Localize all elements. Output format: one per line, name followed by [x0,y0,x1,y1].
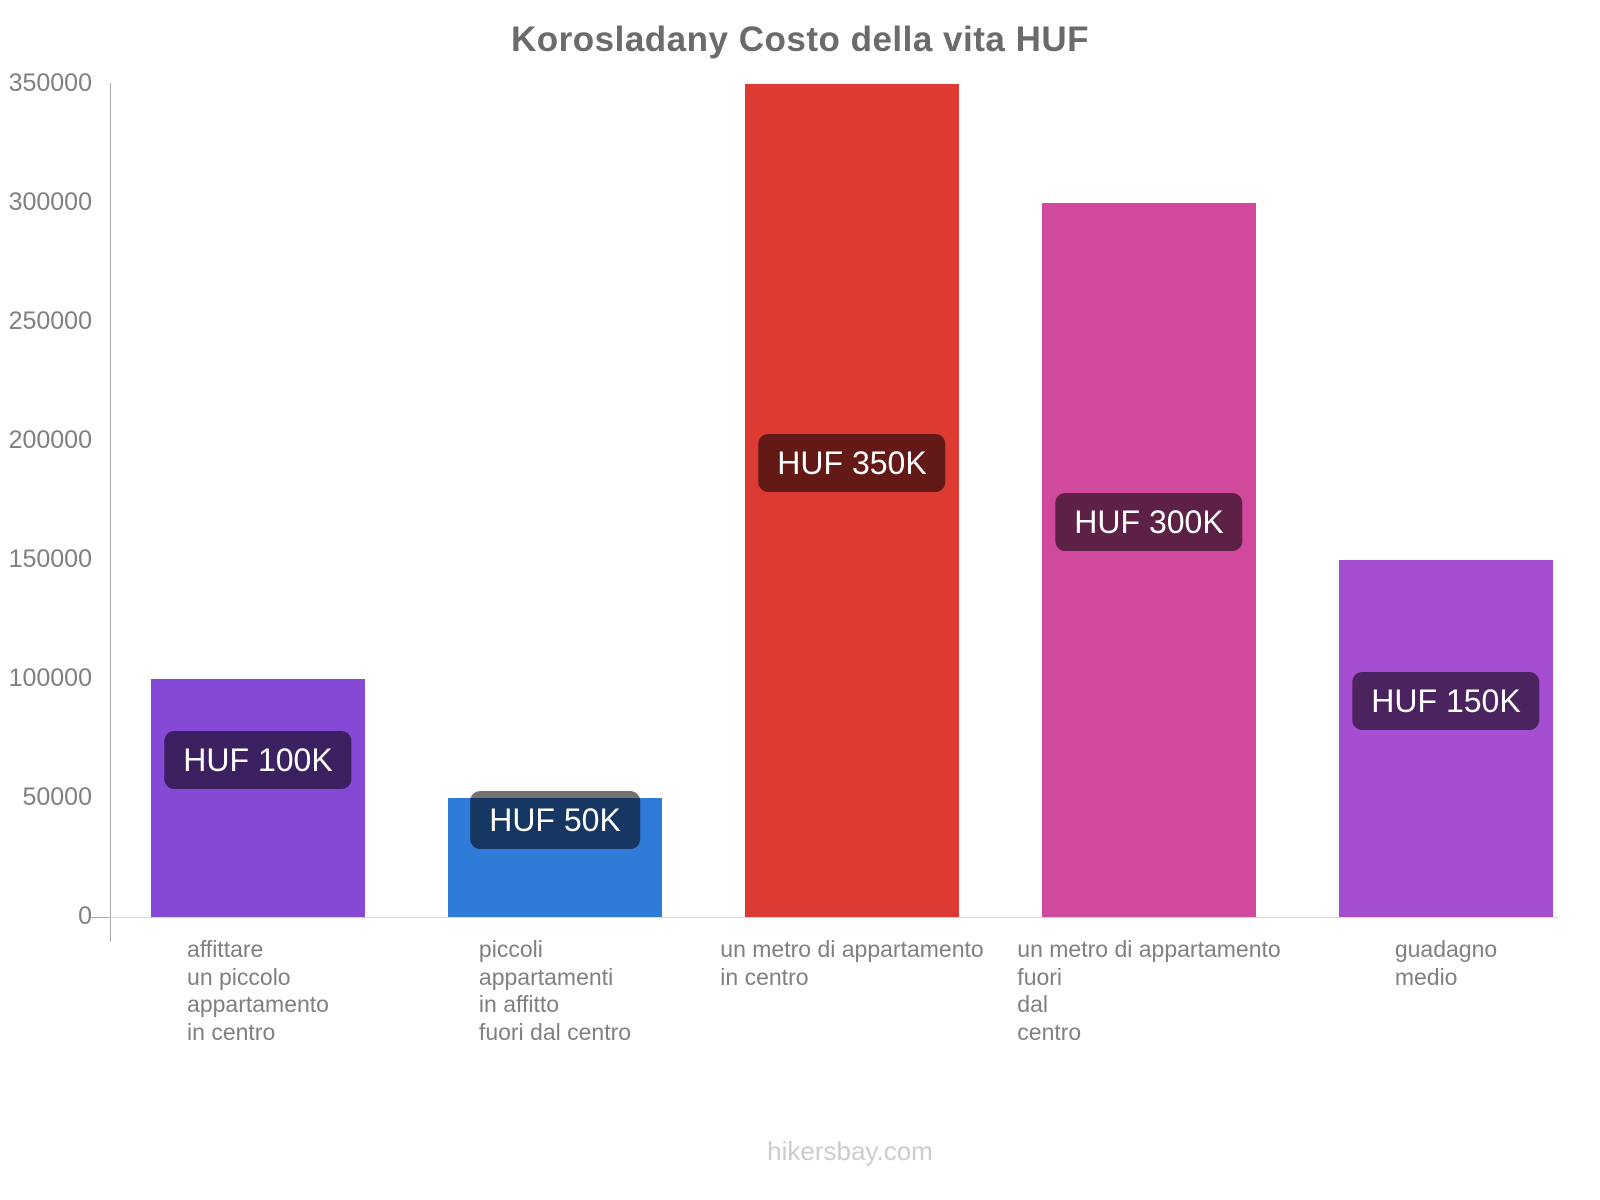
category-label-line: in centro [720,963,809,990]
category-label: guadagno medio [1395,936,1497,991]
category-label-line: medio [1394,963,1458,990]
category-label-line: fuori [1017,963,1063,990]
y-tick-label: 0 [78,902,92,930]
zero-tick-mark [90,917,110,918]
bar[interactable] [1339,560,1553,917]
category-label: un metro di appartamento in centro [720,936,983,991]
category-label-line: centro [1017,1018,1082,1045]
bar[interactable] [1042,203,1256,917]
footer-watermark: hikersbay.com [767,1136,933,1166]
category-label: piccoli appartamenti in affitto fuori dal c… [479,936,631,1046]
category-label: un metro di appartamento fuori dal centro [1017,936,1280,1046]
category-label-line: appartamenti [478,963,614,990]
y-tick-label: 350000 [8,69,92,97]
y-tick-label: 200000 [8,426,92,454]
category-label-line: un metro di appartamento [720,936,984,962]
bar-value-label: HUF 350K [758,433,946,492]
category-label-line: piccoli [478,936,543,962]
bar[interactable] [151,679,365,917]
category-label-line: un piccolo [187,963,291,990]
bar-value-label: HUF 300K [1055,493,1243,551]
y-tick-label: 100000 [8,664,92,692]
y-tick-label: 250000 [8,307,92,335]
category-label-line: un metro di appartamento [1017,936,1281,962]
chart-title: Korosladany Costo della vita HUF [510,20,1090,59]
bar-value-label: HUF 50K [470,790,640,849]
bar[interactable] [745,84,959,917]
y-axis-line [110,83,111,942]
category-label-line: in centro [187,1018,276,1045]
bar-value-label: HUF 150K [1352,671,1540,730]
category-label-line: guadagno [1394,936,1498,962]
category-label-line: affittare [187,936,264,962]
category-label: affittare un piccolo appartamento in centro [187,936,329,1046]
y-tick-label: 50000 [22,783,92,811]
category-label-line: fuori dal centro [478,1018,632,1045]
y-tick-label: 300000 [8,188,92,216]
bar-value-label: HUF 100K [164,731,352,789]
x-baseline [110,917,1558,918]
category-label-line: appartamento [187,991,329,1017]
category-label-line: dal [1017,991,1049,1017]
y-tick-label: 150000 [8,545,92,573]
category-label-line: in affitto [478,991,560,1017]
